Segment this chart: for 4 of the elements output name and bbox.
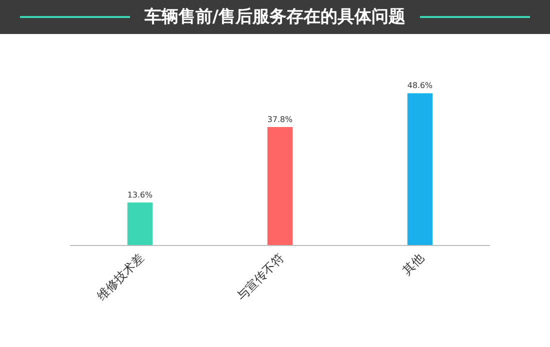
x-tick-label: 与宣传不符 [234, 250, 286, 304]
x-tick-label: 维修技术差 [94, 250, 146, 304]
x-tick-label: 其他 [399, 250, 426, 278]
chart-title: 车辆售前/售后服务存在的具体问题 [0, 0, 550, 34]
